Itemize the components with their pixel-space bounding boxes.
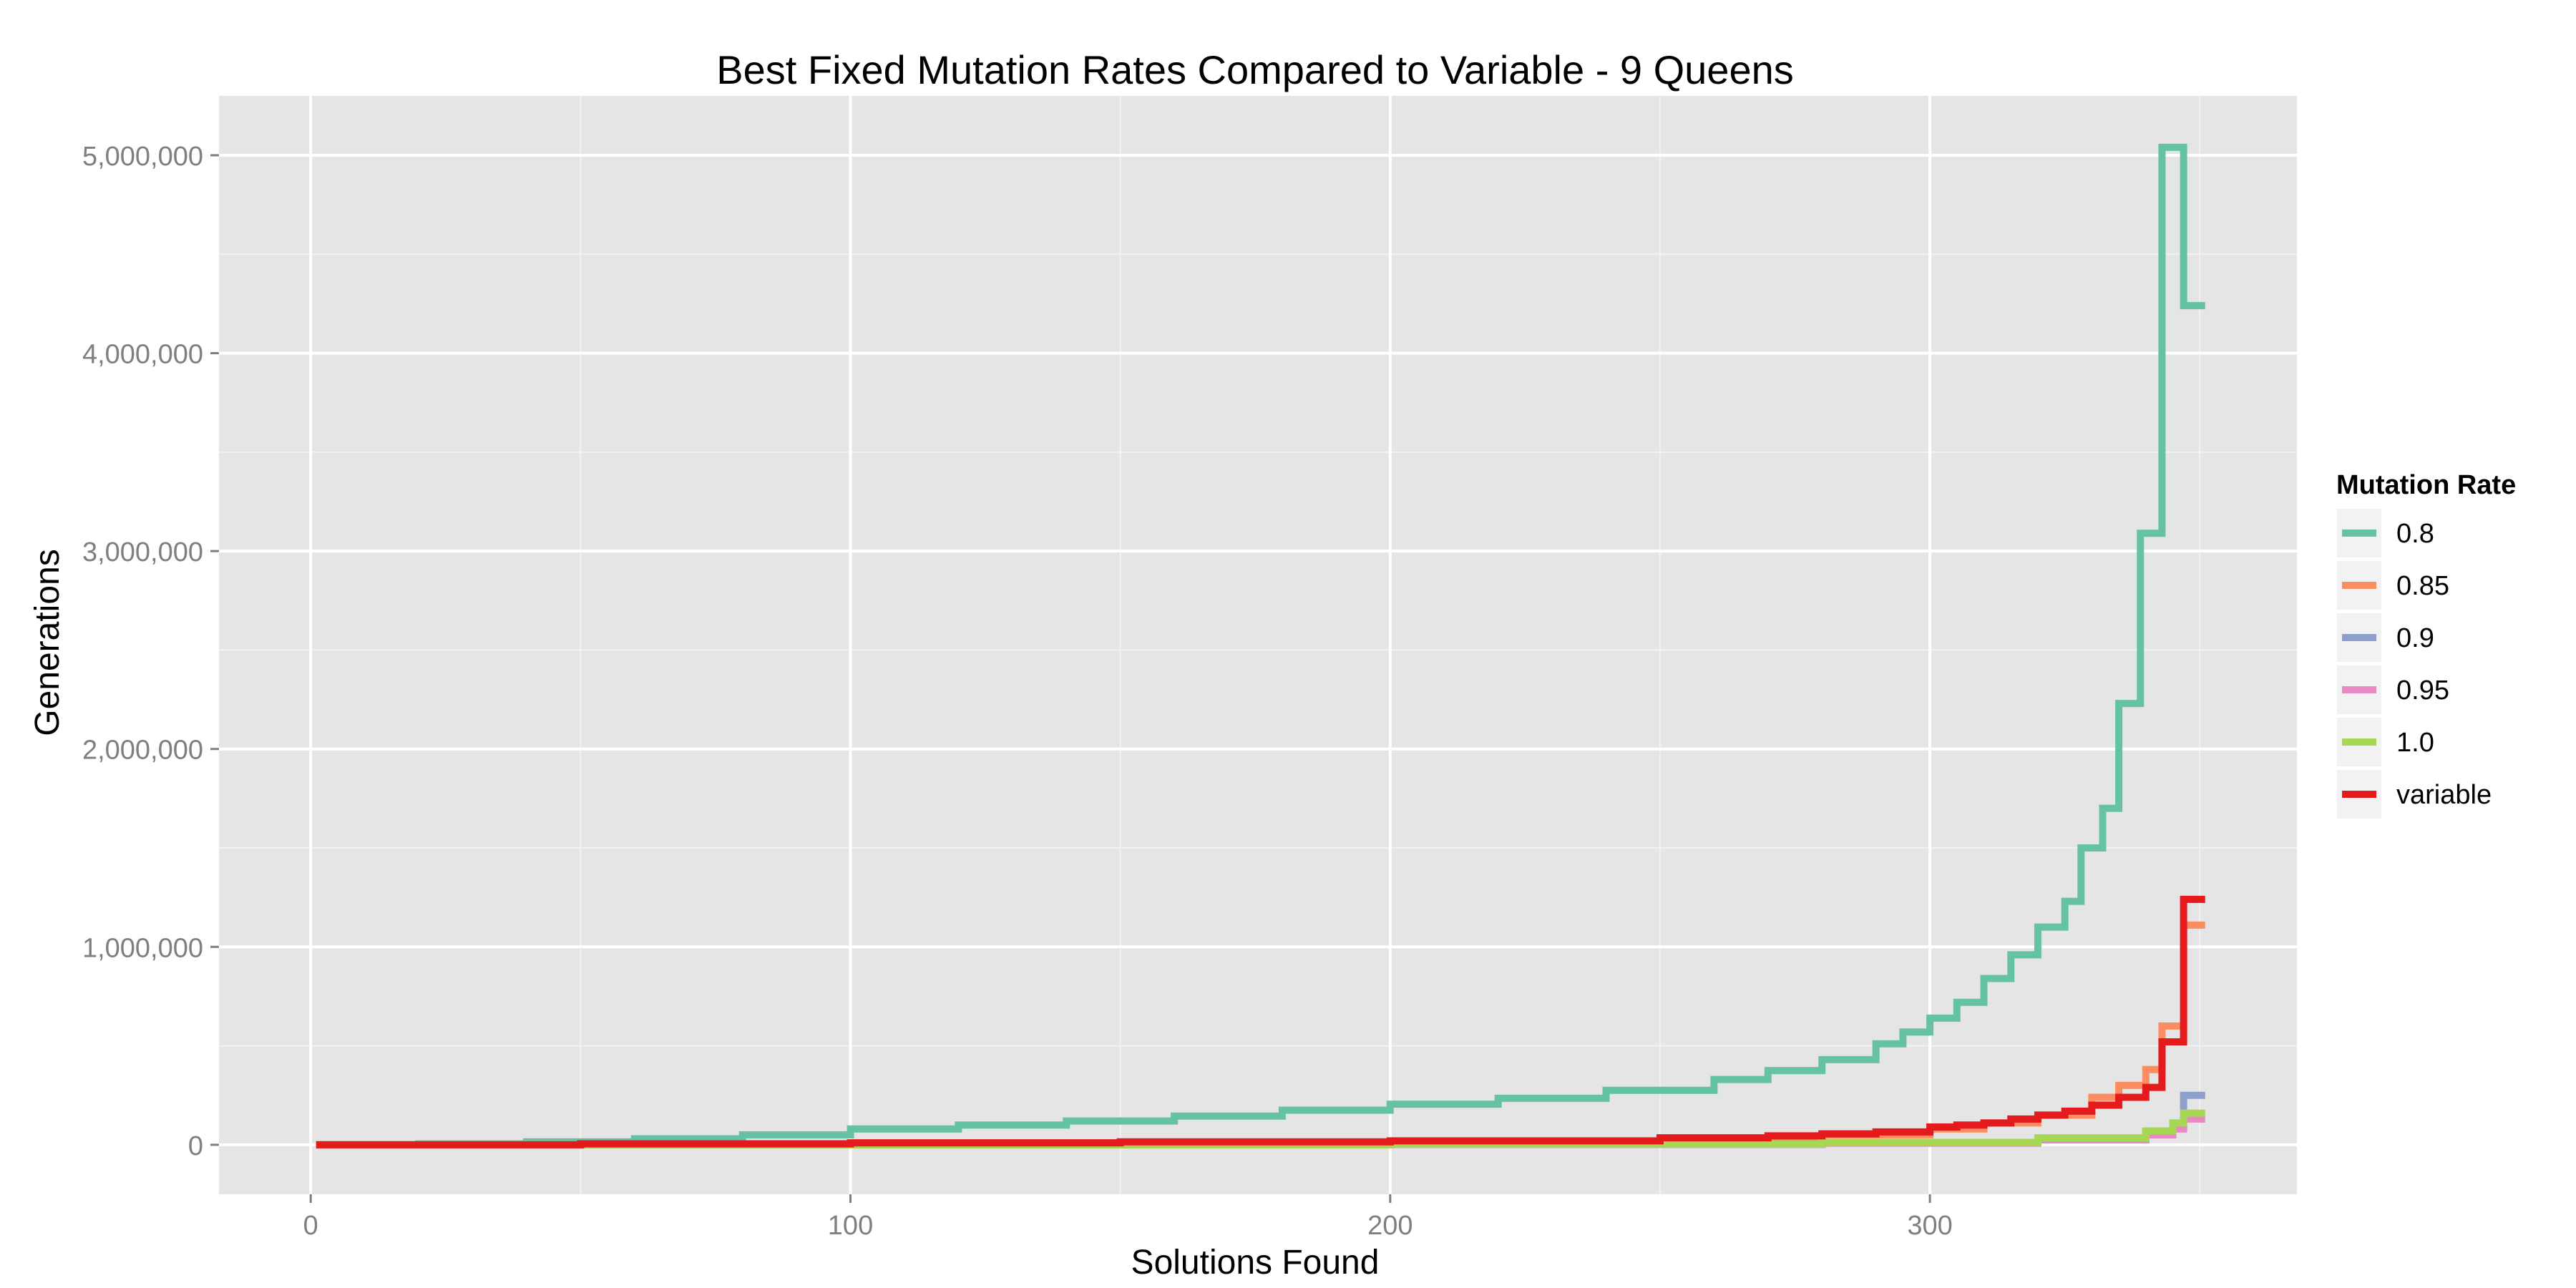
legend-title: Mutation Rate	[2336, 470, 2516, 500]
y-tick-label: 5,000,000	[82, 142, 203, 172]
y-axis: 0 1,000,000 2,000,000 3,000,000 4,000,000 5,0…	[82, 142, 219, 1161]
y-tick-label: 4,000,000	[82, 340, 203, 370]
x-tick-label: 0	[303, 1211, 318, 1241]
legend-label: variable	[2396, 780, 2492, 810]
plot-panel	[219, 96, 2297, 1194]
minor-gridlines	[219, 96, 2297, 1194]
x-tick-label: 100	[828, 1211, 873, 1241]
y-tick-label: 2,000,000	[82, 736, 203, 766]
chart-title: Best Fixed Mutation Rates Compared to Va…	[716, 47, 1794, 92]
legend-label: 1.0	[2396, 728, 2434, 758]
y-axis-title: Generations	[29, 549, 67, 736]
series-line-variable	[316, 895, 2205, 1148]
series-lines	[316, 143, 2205, 1148]
legend-label: 0.95	[2396, 675, 2449, 706]
y-tick-label: 0	[188, 1131, 203, 1161]
series-line-0.8	[316, 143, 2205, 1148]
x-tick-label: 300	[1907, 1211, 1952, 1241]
legend: Mutation Rate 0.8 0.85 0.9 0.95 1.0 variable	[2336, 470, 2516, 820]
legend-label: 0.9	[2396, 623, 2434, 653]
x-axis: 0 100 200 300	[303, 1194, 1953, 1241]
legend-label: 0.8	[2396, 519, 2434, 549]
y-tick-label: 1,000,000	[82, 933, 203, 963]
y-tick-label: 3,000,000	[82, 537, 203, 567]
x-axis-title: Solutions Found	[1131, 1244, 1380, 1282]
x-tick-label: 200	[1367, 1211, 1413, 1241]
legend-label: 0.85	[2396, 571, 2449, 601]
